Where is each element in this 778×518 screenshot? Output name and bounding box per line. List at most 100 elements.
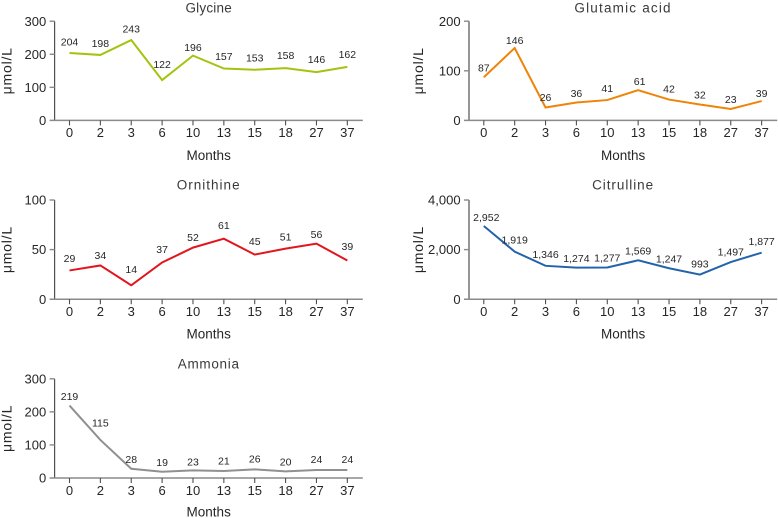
svg-text:24: 24 xyxy=(341,454,353,466)
svg-text:52: 52 xyxy=(187,232,199,244)
svg-text:39: 39 xyxy=(756,88,768,100)
svg-text:243: 243 xyxy=(122,23,140,35)
svg-text:15: 15 xyxy=(247,483,261,498)
svg-text:1,877: 1,877 xyxy=(748,236,774,248)
svg-text:21: 21 xyxy=(218,455,230,467)
svg-text:Ammonia: Ammonia xyxy=(178,357,240,372)
svg-text:13: 13 xyxy=(217,483,231,498)
svg-text:20: 20 xyxy=(280,456,292,468)
svg-text:37: 37 xyxy=(340,304,354,319)
svg-text:2,952: 2,952 xyxy=(473,212,499,224)
svg-text:34: 34 xyxy=(95,250,107,262)
svg-text:32: 32 xyxy=(694,90,706,102)
svg-text:0: 0 xyxy=(480,125,487,140)
svg-text:219: 219 xyxy=(61,391,79,403)
svg-text:18: 18 xyxy=(278,125,292,140)
svg-text:39: 39 xyxy=(341,241,353,253)
svg-text:200: 200 xyxy=(24,47,46,62)
svg-text:Citrulline: Citrulline xyxy=(592,178,654,193)
svg-text:37: 37 xyxy=(340,483,354,498)
svg-text:200: 200 xyxy=(24,404,46,419)
svg-text:158: 158 xyxy=(277,50,295,62)
svg-text:18: 18 xyxy=(693,304,707,319)
svg-text:1,277: 1,277 xyxy=(594,252,620,264)
svg-text:Months: Months xyxy=(187,148,232,163)
svg-text:204: 204 xyxy=(61,36,79,48)
svg-text:27: 27 xyxy=(309,304,323,319)
svg-text:15: 15 xyxy=(662,125,676,140)
svg-text:0: 0 xyxy=(39,471,46,486)
svg-text:3: 3 xyxy=(542,304,549,319)
svg-text:13: 13 xyxy=(631,304,645,319)
svg-text:2: 2 xyxy=(511,125,518,140)
svg-text:6: 6 xyxy=(158,125,165,140)
svg-text:2: 2 xyxy=(97,483,104,498)
svg-text:36: 36 xyxy=(571,88,583,100)
svg-text:Months: Months xyxy=(187,505,232,518)
svg-text:Glycine: Glycine xyxy=(185,1,231,16)
svg-text:162: 162 xyxy=(339,49,357,61)
svg-text:56: 56 xyxy=(311,229,323,241)
svg-text:18: 18 xyxy=(693,125,707,140)
svg-text:45: 45 xyxy=(249,236,261,248)
svg-text:100: 100 xyxy=(24,438,46,453)
svg-text:1,346: 1,346 xyxy=(532,249,558,261)
svg-text:0: 0 xyxy=(39,113,46,128)
svg-text:0: 0 xyxy=(480,304,487,319)
svg-text:37: 37 xyxy=(754,125,768,140)
svg-text:50: 50 xyxy=(32,242,46,257)
svg-text:μmol/L: μmol/L xyxy=(410,226,426,273)
svg-text:2: 2 xyxy=(97,125,104,140)
svg-text:0: 0 xyxy=(453,113,460,128)
svg-text:Months: Months xyxy=(187,326,232,341)
svg-text:37: 37 xyxy=(340,125,354,140)
svg-text:29: 29 xyxy=(64,253,76,265)
svg-text:10: 10 xyxy=(186,125,200,140)
svg-text:37: 37 xyxy=(156,244,168,256)
svg-text:42: 42 xyxy=(663,83,675,95)
svg-text:3: 3 xyxy=(128,125,135,140)
svg-text:300: 300 xyxy=(24,14,46,29)
svg-text:1,569: 1,569 xyxy=(625,246,651,258)
svg-text:0: 0 xyxy=(66,304,73,319)
svg-text:0: 0 xyxy=(66,125,73,140)
svg-text:6: 6 xyxy=(158,304,165,319)
svg-text:115: 115 xyxy=(92,418,109,430)
svg-text:10: 10 xyxy=(186,304,200,319)
svg-text:3: 3 xyxy=(542,125,549,140)
svg-text:1,247: 1,247 xyxy=(656,253,682,265)
svg-text:0: 0 xyxy=(39,292,46,307)
svg-text:10: 10 xyxy=(186,483,200,498)
svg-text:Months: Months xyxy=(601,326,646,341)
svg-text:0: 0 xyxy=(453,292,460,307)
svg-text:18: 18 xyxy=(278,304,292,319)
svg-text:18: 18 xyxy=(278,483,292,498)
svg-text:23: 23 xyxy=(725,94,737,106)
svg-text:153: 153 xyxy=(246,53,264,65)
svg-text:μmol/L: μmol/L xyxy=(0,47,14,94)
svg-text:23: 23 xyxy=(187,457,199,469)
svg-text:100: 100 xyxy=(24,80,46,95)
svg-text:27: 27 xyxy=(724,304,738,319)
svg-text:0: 0 xyxy=(66,483,73,498)
svg-text:37: 37 xyxy=(754,304,768,319)
svg-text:10: 10 xyxy=(600,304,614,319)
svg-text:100: 100 xyxy=(439,63,461,78)
svg-text:μmol/L: μmol/L xyxy=(0,226,14,273)
svg-text:15: 15 xyxy=(247,304,261,319)
svg-text:61: 61 xyxy=(634,76,646,88)
svg-text:μmol/L: μmol/L xyxy=(410,47,426,94)
svg-text:Ornithine: Ornithine xyxy=(177,178,241,193)
svg-text:14: 14 xyxy=(125,264,137,276)
svg-text:13: 13 xyxy=(217,304,231,319)
svg-text:6: 6 xyxy=(573,304,580,319)
svg-text:198: 198 xyxy=(92,38,110,50)
svg-text:146: 146 xyxy=(506,35,524,47)
svg-text:13: 13 xyxy=(631,125,645,140)
svg-text:51: 51 xyxy=(280,232,292,244)
svg-text:26: 26 xyxy=(249,453,261,465)
svg-text:3: 3 xyxy=(128,304,135,319)
svg-text:87: 87 xyxy=(478,63,490,75)
svg-text:2: 2 xyxy=(511,304,518,319)
svg-text:3: 3 xyxy=(128,483,135,498)
